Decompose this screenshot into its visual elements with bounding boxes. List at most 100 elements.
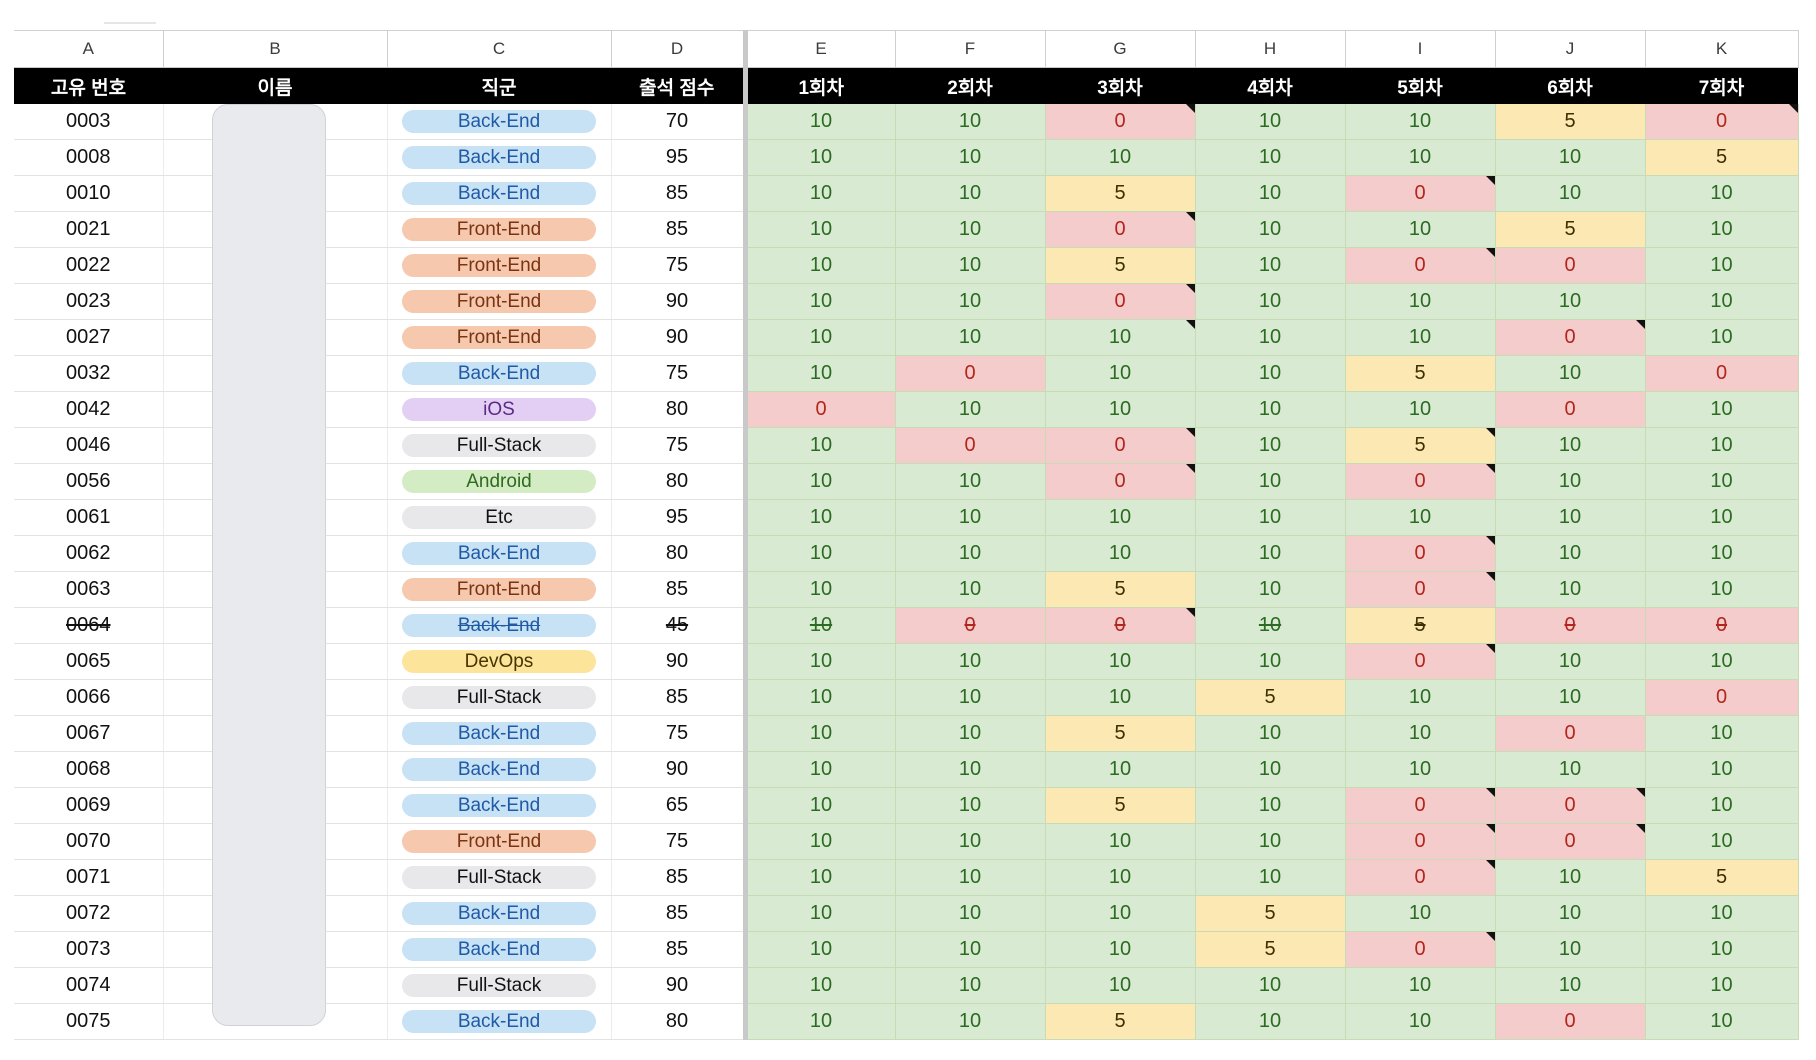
cell-attendance[interactable]: 85 — [611, 931, 748, 968]
cell-role[interactable]: Front-End — [387, 571, 612, 608]
role-chip[interactable]: Front-End — [402, 218, 596, 242]
cell-score-session-4[interactable]: 10 — [1195, 823, 1346, 860]
cell-score-session-3[interactable]: 10 — [1045, 751, 1196, 788]
cell-score-session-3[interactable]: 10 — [1045, 319, 1196, 356]
cell-attendance[interactable]: 80 — [611, 463, 748, 500]
cell-score-session-4[interactable]: 10 — [1195, 463, 1346, 500]
cell-score-session-1[interactable]: 10 — [745, 607, 896, 644]
cell-score-session-5[interactable]: 0 — [1345, 643, 1496, 680]
cell-score-session-6[interactable]: 0 — [1495, 787, 1646, 824]
cell-id[interactable]: 0056 — [14, 463, 164, 500]
cell-id[interactable]: 0062 — [14, 535, 164, 572]
cell-score-session-7[interactable]: 10 — [1645, 211, 1799, 248]
cell-score-session-1[interactable]: 10 — [745, 319, 896, 356]
cell-score-session-4[interactable]: 10 — [1195, 319, 1346, 356]
cell-score-session-5[interactable]: 10 — [1345, 319, 1496, 356]
cell-score-session-5[interactable]: 10 — [1345, 104, 1496, 140]
cell-score-session-5[interactable]: 0 — [1345, 787, 1496, 824]
cell-id[interactable]: 0021 — [14, 211, 164, 248]
role-chip[interactable]: Back-End — [402, 722, 596, 746]
cell-score-session-2[interactable]: 10 — [895, 931, 1046, 968]
cell-score-session-6[interactable]: 5 — [1495, 104, 1646, 140]
cell-score-session-6[interactable]: 10 — [1495, 499, 1646, 536]
column-letter[interactable]: F — [895, 30, 1046, 68]
cell-id[interactable]: 0042 — [14, 391, 164, 428]
cell-score-session-4[interactable]: 10 — [1195, 104, 1346, 140]
cell-score-session-5[interactable]: 5 — [1345, 355, 1496, 392]
cell-score-session-4[interactable]: 10 — [1195, 247, 1346, 284]
header-cell-attendance[interactable]: 출석 점수 — [611, 67, 748, 104]
cell-score-session-1[interactable]: 10 — [745, 895, 896, 932]
cell-score-session-7[interactable]: 0 — [1645, 355, 1799, 392]
cell-score-session-6[interactable]: 10 — [1495, 679, 1646, 716]
cell-score-session-1[interactable]: 10 — [745, 211, 896, 248]
cell-score-session-1[interactable]: 10 — [745, 283, 896, 320]
cell-score-session-1[interactable]: 10 — [745, 715, 896, 752]
cell-score-session-6[interactable]: 5 — [1495, 211, 1646, 248]
role-chip[interactable]: Front-End — [402, 326, 596, 350]
cell-id[interactable]: 0071 — [14, 859, 164, 896]
cell-id[interactable]: 0022 — [14, 247, 164, 284]
cell-role[interactable]: Full-Stack — [387, 679, 612, 716]
cell-score-session-5[interactable]: 0 — [1345, 931, 1496, 968]
cell-score-session-1[interactable]: 10 — [745, 967, 896, 1004]
role-chip[interactable]: Etc — [402, 506, 596, 530]
cell-score-session-3[interactable]: 10 — [1045, 931, 1196, 968]
cell-attendance[interactable]: 80 — [611, 1003, 748, 1040]
cell-score-session-5[interactable]: 10 — [1345, 283, 1496, 320]
cell-score-session-4[interactable]: 10 — [1195, 643, 1346, 680]
cell-score-session-3[interactable]: 0 — [1045, 283, 1196, 320]
cell-score-session-3[interactable]: 0 — [1045, 607, 1196, 644]
header-cell-session-5[interactable]: 5회차 — [1345, 67, 1495, 104]
cell-score-session-2[interactable]: 10 — [895, 104, 1046, 140]
cell-score-session-4[interactable]: 10 — [1195, 1003, 1346, 1040]
cell-attendance[interactable]: 80 — [611, 391, 748, 428]
cell-score-session-2[interactable]: 10 — [895, 751, 1046, 788]
cell-score-session-5[interactable]: 10 — [1345, 751, 1496, 788]
header-cell-session-3[interactable]: 3회차 — [1045, 67, 1195, 104]
cell-score-session-7[interactable]: 10 — [1645, 823, 1799, 860]
cell-role[interactable]: Full-Stack — [387, 859, 612, 896]
cell-score-session-3[interactable]: 5 — [1045, 247, 1196, 284]
cell-score-session-7[interactable]: 10 — [1645, 283, 1799, 320]
cell-score-session-3[interactable]: 10 — [1045, 823, 1196, 860]
cell-score-session-1[interactable]: 10 — [745, 679, 896, 716]
role-chip[interactable]: Back-End — [402, 794, 596, 818]
cell-id[interactable]: 0010 — [14, 175, 164, 212]
cell-score-session-4[interactable]: 10 — [1195, 787, 1346, 824]
cell-score-session-6[interactable]: 10 — [1495, 931, 1646, 968]
column-letter[interactable]: D — [611, 30, 748, 68]
role-chip[interactable]: Back-End — [402, 542, 596, 566]
cell-id[interactable]: 0008 — [14, 139, 164, 176]
cell-attendance[interactable]: 85 — [611, 175, 748, 212]
column-letter[interactable]: H — [1195, 30, 1346, 68]
cell-attendance[interactable]: 75 — [611, 823, 748, 860]
cell-score-session-3[interactable]: 10 — [1045, 355, 1196, 392]
cell-score-session-3[interactable]: 10 — [1045, 643, 1196, 680]
cell-score-session-3[interactable]: 10 — [1045, 535, 1196, 572]
cell-attendance[interactable]: 75 — [611, 427, 748, 464]
cell-score-session-5[interactable]: 5 — [1345, 607, 1496, 644]
cell-attendance[interactable]: 95 — [611, 139, 748, 176]
cell-score-session-1[interactable]: 10 — [745, 427, 896, 464]
cell-score-session-6[interactable]: 10 — [1495, 751, 1646, 788]
cell-score-session-7[interactable]: 10 — [1645, 787, 1799, 824]
cell-role[interactable]: Back-End — [387, 535, 612, 572]
cell-score-session-4[interactable]: 5 — [1195, 895, 1346, 932]
column-letter[interactable]: E — [745, 30, 896, 68]
cell-score-session-7[interactable]: 0 — [1645, 104, 1799, 140]
header-cell-session-4[interactable]: 4회차 — [1195, 67, 1345, 104]
cell-id[interactable]: 0023 — [14, 283, 164, 320]
cell-score-session-6[interactable]: 0 — [1495, 1003, 1646, 1040]
header-cell-session-1[interactable]: 1회차 — [745, 67, 895, 104]
cell-role[interactable]: Front-End — [387, 319, 612, 356]
cell-score-session-1[interactable]: 10 — [745, 787, 896, 824]
role-chip[interactable]: Back-End — [402, 614, 596, 638]
cell-attendance[interactable]: 90 — [611, 643, 748, 680]
cell-score-session-4[interactable]: 10 — [1195, 175, 1346, 212]
cell-score-session-4[interactable]: 10 — [1195, 499, 1346, 536]
cell-score-session-1[interactable]: 10 — [745, 859, 896, 896]
header-cell-session-2[interactable]: 2회차 — [895, 67, 1045, 104]
cell-id[interactable]: 0066 — [14, 679, 164, 716]
cell-id[interactable]: 0069 — [14, 787, 164, 824]
